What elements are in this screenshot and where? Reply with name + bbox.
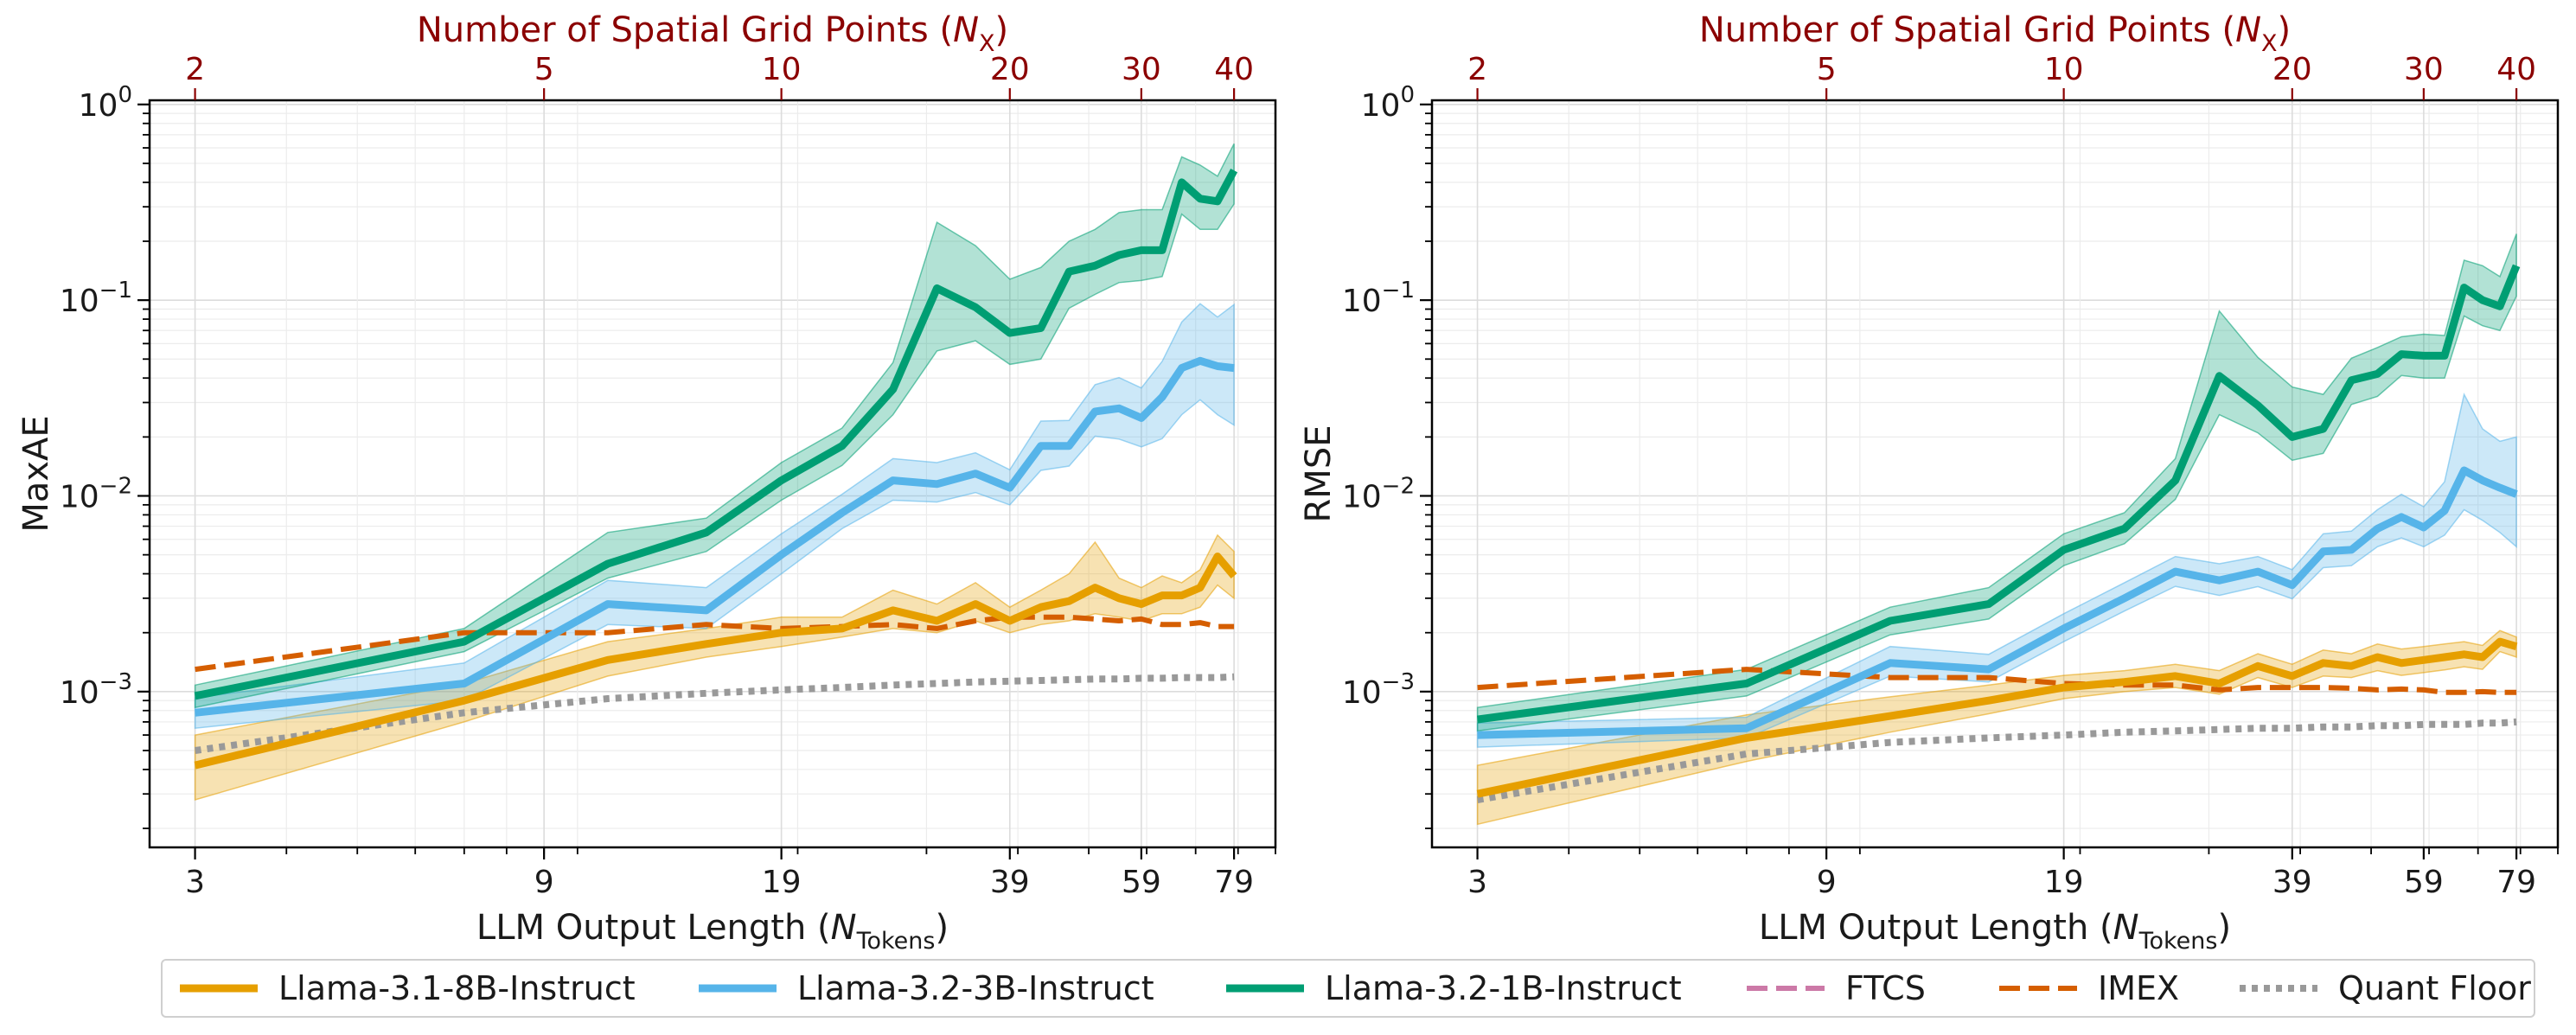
y-axis: 10−3 10−2 10−1 100 RMSE — [1299, 82, 1432, 829]
legend-swatch-imex — [1999, 986, 2077, 991]
y-axis: 10−3 10−2 10−1 100 MaxAE — [16, 82, 150, 829]
y-tick-label: 10−3 — [1342, 669, 1415, 711]
top-tick-label: 10 — [2044, 52, 2084, 87]
x-tick-label: 19 — [2044, 865, 2084, 900]
line-Llama-3.1-8B-Instruct — [1476, 637, 2518, 798]
x-axis-top: 2 5 10 20 30 40 Number of Spatial Grid Points … — [1467, 10, 2536, 100]
legend-item-ftcs: FTCS — [1745, 961, 1926, 1016]
top-tick-label: 40 — [2496, 52, 2536, 87]
x-tick-label: 39 — [2272, 865, 2312, 900]
line-Llama-3.1-8B-Instruct — [194, 553, 1237, 770]
x-tick-label: 79 — [1214, 865, 1254, 900]
x-axis-label: LLM Output Length (NTokens) — [1759, 908, 2231, 955]
series-left — [194, 168, 1238, 770]
top-tick-label: 5 — [1817, 52, 1837, 87]
line-Llama-3.2-1B-Instruct — [194, 168, 1238, 700]
y-tick-label: 100 — [1361, 82, 1415, 124]
plot-frame — [148, 99, 1277, 849]
x-tick-label: 39 — [990, 865, 1030, 900]
y-tick-label: 10−2 — [60, 473, 132, 514]
bands-left — [194, 143, 1235, 801]
legend-item-imex: IMEX — [1998, 961, 2179, 1016]
x-axis-top: 2 5 10 20 30 40 Number of Spatial Grid Points … — [185, 10, 1254, 100]
top-tick-label: 30 — [2404, 52, 2444, 87]
plot-frame — [1430, 99, 2560, 849]
legend-label-quant-floor: Quant Floor — [2338, 969, 2531, 1007]
legend-swatch-ftcs — [1747, 986, 1825, 991]
legend-label-llama-3b: Llama-3.2-3B-Instruct — [797, 969, 1154, 1007]
x-tick-label: 9 — [534, 865, 554, 900]
x-tick-label: 3 — [185, 865, 205, 900]
top-tick-label: 2 — [185, 52, 205, 87]
x-tick-label: 9 — [1817, 865, 1837, 900]
legend-swatch-quant-floor — [2240, 985, 2317, 992]
legend-item-llama-8b: Llama-3.1-8B-Instruct — [178, 961, 636, 1016]
band-Llama-3.2-1B-Instruct — [194, 143, 1235, 709]
top-tick-label: 10 — [762, 52, 802, 87]
y-tick-label: 10−2 — [1342, 473, 1415, 514]
series-right — [1476, 264, 2521, 803]
top-tick-label: 40 — [1214, 52, 1254, 87]
line-Llama-3.2-3B-Instruct — [1477, 466, 2518, 739]
y-tick-label: 10−1 — [1342, 278, 1415, 319]
top-axis-label: Number of Spatial Grid Points (NX) — [417, 10, 1008, 57]
legend-swatch-llama-3b — [699, 984, 777, 993]
legend-item-llama-1b: Llama-3.2-1B-Instruct — [1224, 961, 1682, 1016]
legend: Llama-3.1-8B-Instruct Llama-3.2-3B-Instr… — [161, 959, 2535, 1018]
y-tick-label: 10−3 — [60, 669, 132, 711]
legend-label-ftcs: FTCS — [1845, 969, 1926, 1007]
line-IMEX — [1477, 667, 2517, 695]
top-tick-label: 2 — [1467, 52, 1487, 87]
legend-label-llama-8b: Llama-3.1-8B-Instruct — [278, 969, 636, 1007]
top-tick-label: 5 — [534, 52, 554, 87]
y-tick-label: 100 — [79, 82, 132, 124]
x-tick-label: 59 — [2404, 865, 2444, 900]
line-Llama-3.2-3B-Instruct — [195, 356, 1235, 717]
top-axis-label: Number of Spatial Grid Points (NX) — [1699, 10, 2291, 57]
legend-label-imex: IMEX — [2098, 969, 2180, 1007]
legend-label-llama-1b: Llama-3.2-1B-Instruct — [1325, 969, 1682, 1007]
line-Llama-3.2-1B-Instruct — [1477, 264, 2521, 724]
x-axis-label: LLM Output Length (NTokens) — [476, 908, 949, 955]
x-tick-label: 19 — [762, 865, 802, 900]
legend-swatch-llama-1b — [1226, 984, 1304, 993]
x-tick-label: 3 — [1467, 865, 1487, 900]
legend-swatch-llama-8b — [180, 984, 258, 993]
legend-item-llama-3b: Llama-3.2-3B-Instruct — [697, 961, 1154, 1016]
top-tick-label: 20 — [990, 52, 1030, 87]
top-tick-label: 20 — [2272, 52, 2312, 87]
band-Llama-3.2-1B-Instruct — [1476, 233, 2517, 732]
legend-item-quant-floor: Quant Floor — [2238, 961, 2531, 1016]
x-tick-label: 59 — [1122, 865, 1161, 900]
y-axis-label: MaxAE — [16, 415, 56, 532]
y-axis-label: RMSE — [1299, 425, 1339, 523]
x-tick-label: 79 — [2496, 865, 2536, 900]
y-tick-label: 10−1 — [60, 278, 132, 319]
top-tick-label: 30 — [1122, 52, 1161, 87]
